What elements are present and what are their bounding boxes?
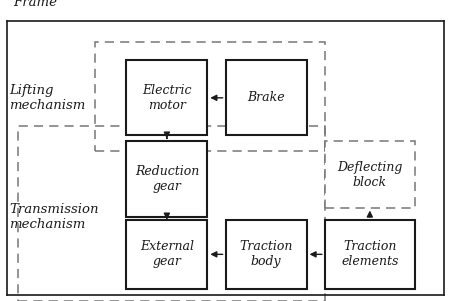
Bar bbox=[226, 60, 307, 135]
Bar bbox=[18, 126, 325, 301]
Text: Electric
motor: Electric motor bbox=[142, 84, 192, 112]
Text: Transmission
mechanism: Transmission mechanism bbox=[9, 203, 98, 231]
Text: Traction
body: Traction body bbox=[239, 240, 293, 268]
Text: Brake: Brake bbox=[247, 91, 285, 104]
Text: External
gear: External gear bbox=[140, 240, 194, 268]
Bar bbox=[226, 220, 307, 289]
Bar bbox=[325, 220, 415, 289]
Bar bbox=[325, 141, 415, 208]
Bar bbox=[126, 60, 207, 135]
Text: Frame: Frame bbox=[14, 0, 58, 9]
Bar bbox=[95, 42, 325, 150]
Bar bbox=[126, 220, 207, 289]
Text: Traction
elements: Traction elements bbox=[341, 240, 399, 268]
Text: Reduction
gear: Reduction gear bbox=[135, 165, 199, 193]
Bar bbox=[126, 141, 207, 217]
Text: Lifting
mechanism: Lifting mechanism bbox=[9, 84, 85, 112]
Text: Deflecting
block: Deflecting block bbox=[337, 160, 402, 189]
